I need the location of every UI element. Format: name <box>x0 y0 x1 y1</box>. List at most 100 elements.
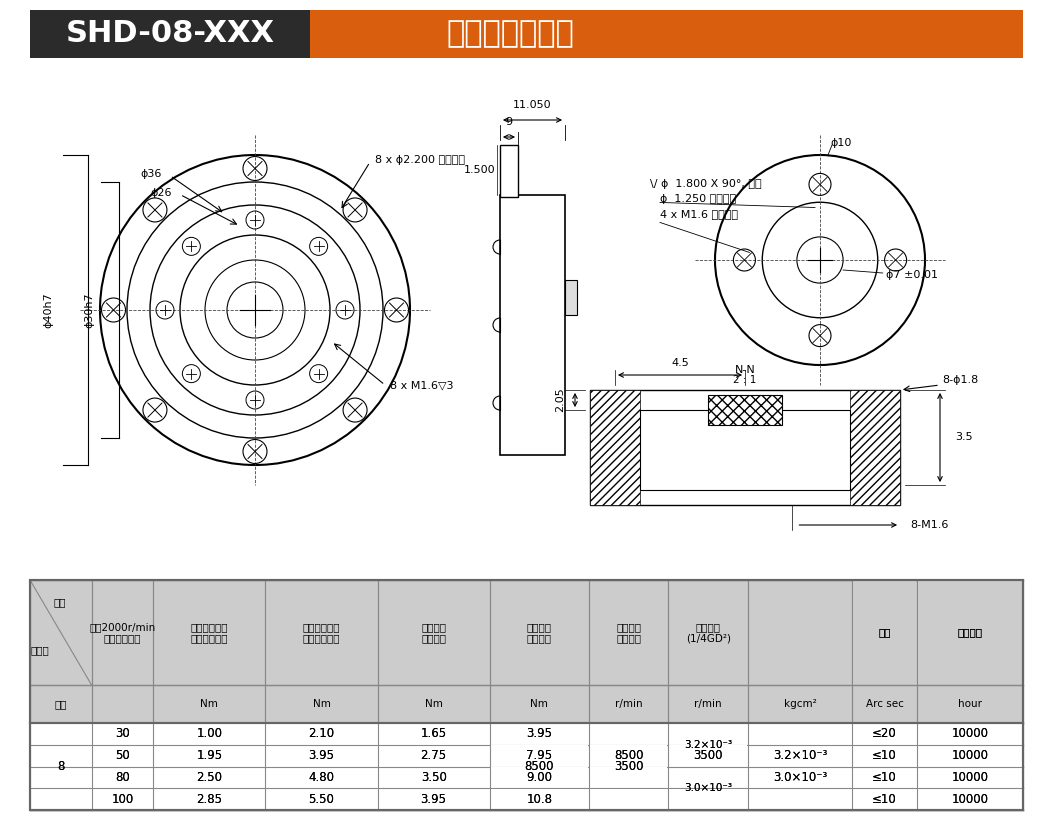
Text: 1.00: 1.00 <box>196 728 222 740</box>
Text: Arc sec: Arc sec <box>866 699 903 709</box>
Text: 3.50: 3.50 <box>421 771 446 784</box>
Text: 4.5: 4.5 <box>671 358 689 368</box>
Text: 2.75: 2.75 <box>420 749 446 762</box>
Bar <box>500 145 518 197</box>
Text: 3.2×10⁻³: 3.2×10⁻³ <box>684 740 732 750</box>
Text: 100: 100 <box>112 793 134 805</box>
Text: 2.10: 2.10 <box>309 728 335 740</box>
Bar <box>29 580 1024 723</box>
Text: 10.8: 10.8 <box>526 793 553 805</box>
Text: N-N: N-N <box>735 365 755 375</box>
Text: 弧秒: 弧秒 <box>878 628 891 638</box>
Text: 2.75: 2.75 <box>420 749 446 762</box>
Text: 3.2×10⁻³: 3.2×10⁻³ <box>684 740 732 750</box>
Bar <box>670 745 747 747</box>
Bar <box>590 390 900 505</box>
Text: r/min: r/min <box>694 699 722 709</box>
Text: 容许最高
输入转速: 容许最高 输入转速 <box>526 622 552 643</box>
Text: 8-M1.6: 8-M1.6 <box>910 520 949 530</box>
Text: 9.00: 9.00 <box>526 771 553 784</box>
Text: ≤10: ≤10 <box>872 749 897 762</box>
Text: ≤20: ≤20 <box>872 728 897 740</box>
Text: 5.50: 5.50 <box>309 793 335 805</box>
Bar <box>29 10 310 58</box>
Text: 1.95: 1.95 <box>196 749 222 762</box>
Text: 9: 9 <box>505 117 513 127</box>
Text: 7.95: 7.95 <box>526 749 553 762</box>
Text: 3.95: 3.95 <box>526 728 553 740</box>
Bar <box>850 390 900 505</box>
Text: 型号: 型号 <box>55 699 67 709</box>
Text: Nm: Nm <box>200 699 218 709</box>
Text: 8500: 8500 <box>524 760 554 773</box>
Text: 3.5: 3.5 <box>955 433 973 443</box>
Text: kgcm²: kgcm² <box>783 699 816 709</box>
Text: ≤20: ≤20 <box>872 728 897 740</box>
Text: 3.95: 3.95 <box>309 749 335 762</box>
Bar <box>491 767 588 768</box>
Text: 设计寿命: 设计寿命 <box>957 628 982 638</box>
Text: 1.95: 1.95 <box>196 749 222 762</box>
Text: 3.0×10⁻³: 3.0×10⁻³ <box>773 771 828 784</box>
Bar <box>670 789 747 790</box>
Text: \/ ϕ  1.800 X 90°, 近端: \/ ϕ 1.800 X 90°, 近端 <box>650 179 761 189</box>
Text: 2.10: 2.10 <box>309 728 335 740</box>
Bar <box>491 789 588 790</box>
Text: 9.00: 9.00 <box>526 771 553 784</box>
Text: Nm: Nm <box>424 699 442 709</box>
Text: 1.00: 1.00 <box>196 728 222 740</box>
Text: ϕ7 ±0.01: ϕ7 ±0.01 <box>886 270 938 280</box>
Text: r/min: r/min <box>615 699 642 709</box>
Text: 8: 8 <box>57 760 64 773</box>
Text: 3.2×10⁻³: 3.2×10⁻³ <box>773 749 828 762</box>
Text: ≤10: ≤10 <box>872 771 897 784</box>
Text: 100: 100 <box>112 793 134 805</box>
Text: 2 : 1: 2 : 1 <box>733 375 757 385</box>
Text: 10000: 10000 <box>951 728 989 740</box>
Text: SHD-08-XXX: SHD-08-XXX <box>65 20 275 49</box>
Text: 3500: 3500 <box>614 760 643 773</box>
Text: ≤10: ≤10 <box>872 749 897 762</box>
Text: 8500: 8500 <box>614 749 643 762</box>
Text: ϕ10: ϕ10 <box>830 138 852 148</box>
Text: 8 x M1.6▽3: 8 x M1.6▽3 <box>390 380 454 390</box>
Bar <box>590 789 668 790</box>
Text: 平均负载转矩
的容许最大值: 平均负载转矩 的容许最大值 <box>302 622 340 643</box>
Text: 1.65: 1.65 <box>420 728 446 740</box>
Text: ≤10: ≤10 <box>872 793 897 805</box>
Bar <box>310 10 1024 58</box>
Bar <box>590 767 668 768</box>
Text: 3500: 3500 <box>614 760 643 773</box>
Bar <box>491 745 588 747</box>
Bar <box>590 745 668 747</box>
Text: 10000: 10000 <box>951 728 989 740</box>
Text: 瞬间容许
最大转矩: 瞬间容许 最大转矩 <box>421 622 446 643</box>
Text: 10000: 10000 <box>951 749 989 762</box>
Text: Nm: Nm <box>531 699 549 709</box>
Text: 2.85: 2.85 <box>196 793 222 805</box>
Text: Nm: Nm <box>313 699 331 709</box>
Text: 4.80: 4.80 <box>309 771 335 784</box>
Text: 1.500: 1.500 <box>463 165 495 175</box>
Text: ≤10: ≤10 <box>872 771 897 784</box>
Text: 2.05: 2.05 <box>555 387 565 412</box>
Text: 8-ϕ1.8: 8-ϕ1.8 <box>941 375 978 385</box>
Text: ϕ36: ϕ36 <box>141 169 162 178</box>
Text: ϕ30h7: ϕ30h7 <box>84 292 94 328</box>
Text: 3.95: 3.95 <box>526 728 553 740</box>
Text: 减速比: 减速比 <box>31 645 49 655</box>
Text: 2.50: 2.50 <box>196 771 222 784</box>
Text: ϕ40h7: ϕ40h7 <box>43 292 53 328</box>
Bar <box>31 724 1022 809</box>
Text: 3.95: 3.95 <box>420 793 446 805</box>
Text: 8500: 8500 <box>524 760 554 773</box>
Text: 容许平均
输入转速: 容许平均 输入转速 <box>616 622 641 643</box>
Text: 弧秒: 弧秒 <box>878 628 891 638</box>
Text: 10000: 10000 <box>951 771 989 784</box>
Text: 11.050: 11.050 <box>513 100 552 110</box>
Bar <box>640 410 850 490</box>
Bar <box>590 390 640 505</box>
Text: 3500: 3500 <box>694 749 723 762</box>
Text: 3.0×10⁻³: 3.0×10⁻³ <box>684 783 732 793</box>
Bar <box>500 195 565 455</box>
